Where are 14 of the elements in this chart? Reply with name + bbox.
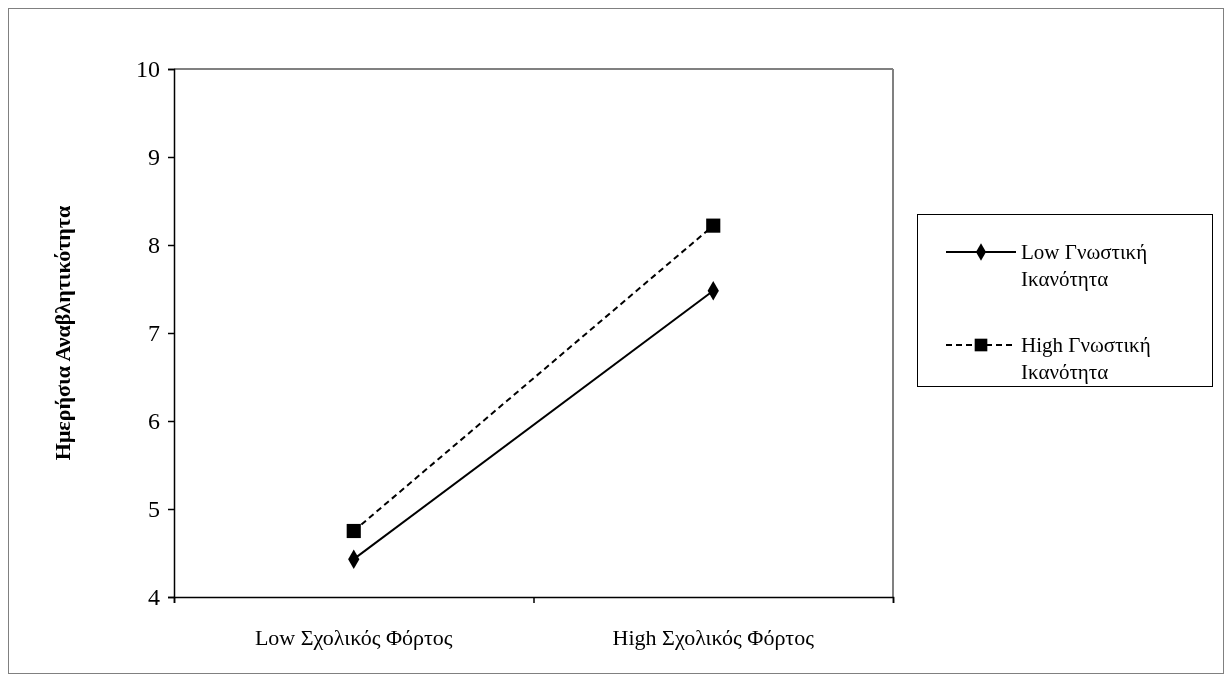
point [706, 218, 721, 233]
y-tick-label: 10 [136, 56, 160, 83]
y-tick-label: 9 [148, 144, 160, 171]
y-tick-label: 8 [148, 232, 160, 259]
legend-label: Low Γνωστική Ικανότητα [1021, 240, 1148, 292]
x-tick-label: Low Σχολικός Φόρτος [254, 625, 453, 650]
y-axis-title: Ημερήσια Αναβλητικότητα [50, 205, 75, 461]
y-tick-label: 5 [148, 496, 160, 523]
y-tick-label: 7 [148, 320, 160, 347]
y-tick-label: 4 [148, 584, 160, 611]
legend-label: High Γνωστική Ικανότητα [1021, 333, 1151, 385]
y-tick-label: 6 [148, 408, 160, 435]
x-tick-label: High Σχολικός Φόρτος [612, 625, 815, 650]
point [346, 523, 361, 539]
